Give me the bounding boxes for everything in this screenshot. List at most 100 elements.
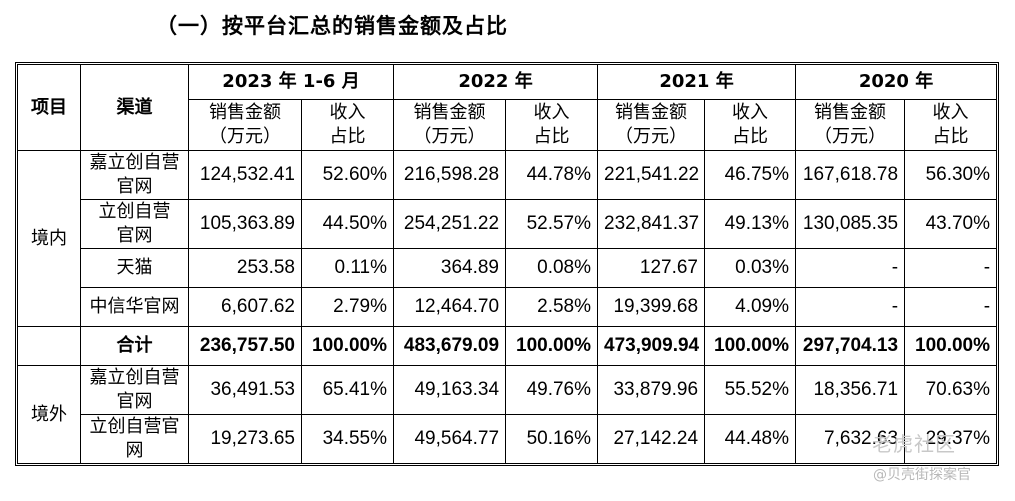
amount-cell: 253.58 (189, 249, 302, 288)
header-year-2022: 2022 年 (394, 65, 598, 100)
header-share-line2: 占比 (512, 125, 591, 149)
share-cell: 44.48% (705, 415, 796, 464)
table-row: 中信华官网 6,607.62 2.79% 12,464.70 2.58% 19,… (18, 288, 997, 327)
table-row: 境外 嘉立创自营 官网 36,491.53 65.41% 49,163.34 49… (18, 366, 997, 415)
amount-cell: 105,363.89 (189, 200, 302, 249)
share-cell: 52.57% (506, 200, 598, 249)
channel-cell: 立创自营官网 (81, 415, 189, 464)
share-cell: 44.50% (302, 200, 394, 249)
sales-table: 项目 渠道 2023 年 1-6 月 2022 年 2021 年 2020 年 … (17, 64, 997, 464)
table-row: 境内 嘉立创自营 官网 124,532.41 52.60% 216,598.28 … (18, 151, 997, 200)
amount-cell: 19,399.68 (598, 288, 705, 327)
channel-line2: 官网 (87, 390, 182, 414)
channel-cell: 嘉立创自营 官网 (81, 366, 189, 415)
amount-cell: 27,142.24 (598, 415, 705, 464)
share-cell: 55.52% (705, 366, 796, 415)
header-amount-line1: 销售金额 (400, 101, 499, 125)
header-amount: 销售金额 （万元） (394, 100, 506, 151)
table-row: 天猫 253.58 0.11% 364.89 0.08% 127.67 0.03… (18, 249, 997, 288)
amount-cell: 36,491.53 (189, 366, 302, 415)
amount-cell: 221,541.22 (598, 151, 705, 200)
channel-line1: 嘉立创自营 (87, 151, 182, 175)
amount-cell: 254,251.22 (394, 200, 506, 249)
amount-cell: 18,356.71 (796, 366, 905, 415)
total-amount: 236,757.50 (189, 327, 302, 366)
channel-line2: 官网 (87, 224, 182, 248)
header-year-2021: 2021 年 (598, 65, 796, 100)
total-share: 100.00% (905, 327, 997, 366)
header-share: 收入 占比 (705, 100, 796, 151)
header-share-line1: 收入 (911, 101, 990, 125)
total-row: 合计 236,757.50 100.00% 483,679.09 100.00%… (18, 327, 997, 366)
header-project: 项目 (18, 65, 81, 151)
total-amount: 473,909.94 (598, 327, 705, 366)
total-amount: 297,704.13 (796, 327, 905, 366)
region-overseas: 境外 (18, 366, 81, 464)
channel-line2: 网 (87, 439, 182, 463)
amount-cell: 364.89 (394, 249, 506, 288)
share-cell: 2.79% (302, 288, 394, 327)
share-cell: 4.09% (705, 288, 796, 327)
channel-line1: 立创自营 (87, 200, 182, 224)
header-share-line2: 占比 (711, 125, 789, 149)
header-share: 收入 占比 (905, 100, 997, 151)
header-amount: 销售金额 （万元） (796, 100, 905, 151)
total-label: 合计 (81, 327, 189, 366)
amount-cell: 49,564.77 (394, 415, 506, 464)
share-cell: 0.11% (302, 249, 394, 288)
share-cell: 65.41% (302, 366, 394, 415)
header-amount-line2: （万元） (195, 125, 295, 149)
amount-cell: 167,618.78 (796, 151, 905, 200)
channel-cell: 嘉立创自营 官网 (81, 151, 189, 200)
amount-cell: - (796, 288, 905, 327)
header-share-line1: 收入 (711, 101, 789, 125)
share-cell: 2.58% (506, 288, 598, 327)
header-share-line1: 收入 (308, 101, 387, 125)
header-share-line2: 占比 (911, 125, 990, 149)
header-channel: 渠道 (81, 65, 189, 151)
amount-cell: 49,163.34 (394, 366, 506, 415)
amount-cell: 12,464.70 (394, 288, 506, 327)
header-share: 收入 占比 (302, 100, 394, 151)
header-amount-line1: 销售金额 (802, 101, 898, 125)
amount-cell: 124,532.41 (189, 151, 302, 200)
channel-cell: 中信华官网 (81, 288, 189, 327)
section-heading: （一）按平台汇总的销售金额及占比 (156, 10, 508, 40)
channel-line1: 立创自营官 (87, 415, 182, 439)
amount-cell: 216,598.28 (394, 151, 506, 200)
header-amount-line1: 销售金额 (195, 101, 295, 125)
total-share: 100.00% (705, 327, 796, 366)
share-cell: 46.75% (705, 151, 796, 200)
share-cell: 43.70% (905, 200, 997, 249)
channel-cell: 天猫 (81, 249, 189, 288)
header-year-2023h1: 2023 年 1-6 月 (189, 65, 394, 100)
share-cell: - (905, 249, 997, 288)
share-cell: - (905, 288, 997, 327)
amount-cell: 19,273.65 (189, 415, 302, 464)
total-share: 100.00% (302, 327, 394, 366)
watermark-logo-text: 老虎社区 (872, 428, 956, 457)
channel-line2: 官网 (87, 175, 182, 199)
header-year-2020: 2020 年 (796, 65, 997, 100)
header-amount-line2: （万元） (802, 125, 898, 149)
share-cell: 34.55% (302, 415, 394, 464)
amount-cell: 33,879.96 (598, 366, 705, 415)
header-amount: 销售金额 （万元） (598, 100, 705, 151)
header-amount-line2: （万元） (604, 125, 698, 149)
amount-cell: 127.67 (598, 249, 705, 288)
header-amount-line2: （万元） (400, 125, 499, 149)
amount-cell: 232,841.37 (598, 200, 705, 249)
share-cell: 50.16% (506, 415, 598, 464)
amount-cell: 6,607.62 (189, 288, 302, 327)
watermark-handle: @贝壳街探案官 (873, 464, 971, 484)
header-amount: 销售金额 （万元） (189, 100, 302, 151)
table-row: 立创自营官网 19,273.65 34.55% 49,564.77 50.16%… (18, 415, 997, 464)
table-row: 立创自营 官网 105,363.89 44.50% 254,251.22 52.5… (18, 200, 997, 249)
total-share: 100.00% (506, 327, 598, 366)
share-cell: 56.30% (905, 151, 997, 200)
region-domestic: 境内 (18, 151, 81, 327)
header-amount-line1: 销售金额 (604, 101, 698, 125)
header-share-line1: 收入 (512, 101, 591, 125)
share-cell: 0.08% (506, 249, 598, 288)
share-cell: 52.60% (302, 151, 394, 200)
